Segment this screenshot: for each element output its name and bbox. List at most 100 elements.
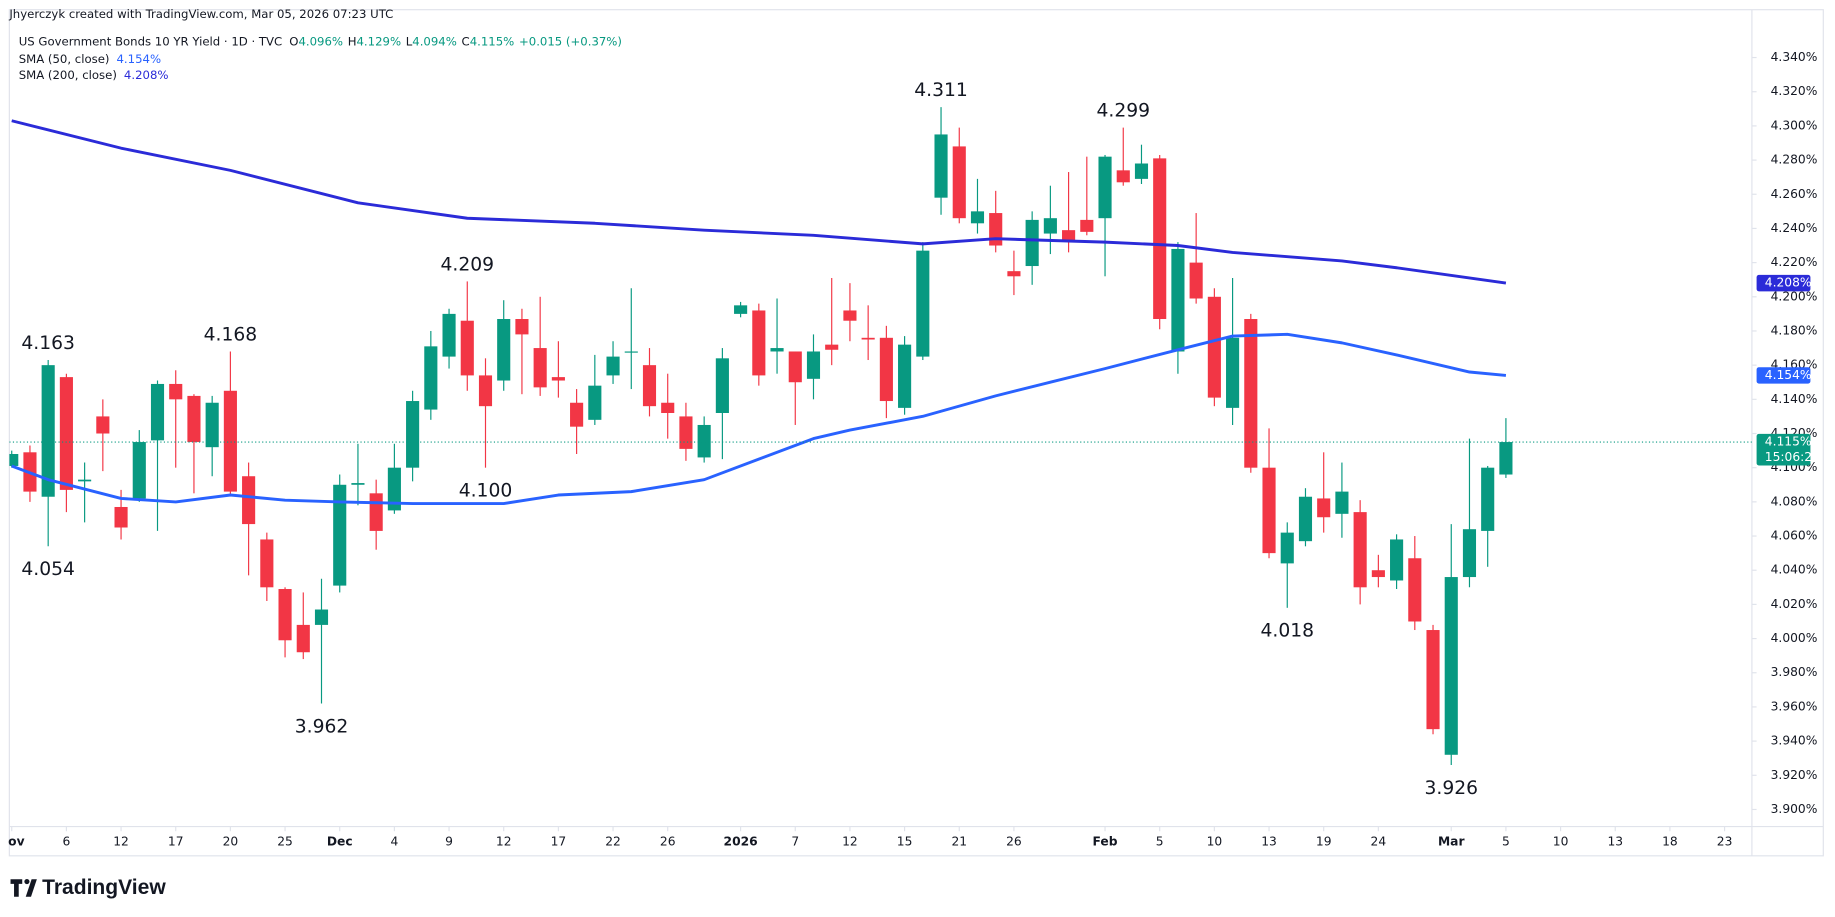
- change: +0.015 (+0.37%): [519, 34, 622, 48]
- y-tick-label: 3.980%: [1771, 665, 1818, 679]
- x-tick-label: 26: [1006, 834, 1022, 848]
- candle-body: [515, 319, 529, 335]
- candle-body: [296, 624, 310, 653]
- x-tick-label: 5: [1502, 834, 1510, 848]
- x-tick-label: 18: [1662, 834, 1678, 848]
- sma-line: [11, 332, 1507, 506]
- y-tick-label: 4.020%: [1771, 597, 1818, 611]
- price-annotation: 4.163: [21, 333, 75, 354]
- candle-body: [843, 310, 857, 321]
- candle-body: [1481, 467, 1495, 531]
- x-tick-label: 12: [496, 834, 512, 848]
- candle-body: [770, 348, 784, 352]
- y-tick-label: 3.960%: [1771, 699, 1818, 713]
- price-annotation: 4.168: [204, 325, 258, 346]
- symbol-title: US Government Bonds 10 YR Yield · 1D · T…: [19, 34, 283, 48]
- candle-body: [78, 479, 92, 482]
- price-annotation: 4.299: [1096, 101, 1150, 122]
- candle-body: [1499, 442, 1513, 475]
- candle-body: [1062, 230, 1076, 241]
- candle-body: [442, 313, 456, 357]
- candle-body: [169, 383, 183, 400]
- y-tick-label: 3.920%: [1771, 768, 1818, 782]
- candle-body: [879, 337, 893, 402]
- x-tick-label: 12: [842, 834, 858, 848]
- candle-body: [1025, 219, 1039, 267]
- logo-mark: [24, 878, 30, 885]
- ohlc-value: 4.096%: [298, 34, 343, 48]
- x-tick-label: 10: [1553, 834, 1569, 848]
- candle-body: [1335, 491, 1349, 514]
- x-tick-label: 6: [62, 834, 70, 848]
- candle-body: [460, 320, 474, 376]
- candle-body: [624, 351, 638, 353]
- sma-line: [11, 119, 1507, 285]
- candle-body: [351, 483, 365, 485]
- candle-body: [1244, 319, 1258, 468]
- x-tick-label: 7: [791, 834, 799, 848]
- x-tick-label: 17: [551, 834, 567, 848]
- candle-body: [1262, 467, 1276, 554]
- brand-name: TradingView: [42, 876, 166, 899]
- candle-body: [1207, 296, 1221, 398]
- candle-body: [952, 146, 966, 219]
- candle-body: [1226, 337, 1240, 408]
- candle-body: [150, 383, 165, 441]
- ohlc-key: C: [462, 34, 470, 48]
- candle-body: [533, 348, 547, 388]
- x-tick-label: 20: [223, 834, 239, 848]
- candle-body: [242, 476, 256, 525]
- y-tick-label: 4.260%: [1771, 187, 1818, 201]
- indicator-value: 4.154%: [116, 51, 161, 65]
- ohlc-value: 4.129%: [357, 34, 402, 48]
- candle-body: [478, 375, 493, 407]
- candle-body: [1462, 529, 1477, 578]
- countdown: 15:06:28: [1765, 450, 1820, 464]
- ohlc-value: 4.094%: [412, 34, 457, 48]
- candle-body: [1280, 532, 1294, 564]
- y-tick-label: 4.060%: [1771, 529, 1818, 543]
- candle-body: [205, 402, 219, 448]
- legend-main: US Government Bonds 10 YR Yield · 1D · T…: [19, 34, 622, 48]
- candle-body: [1098, 156, 1112, 219]
- candle-body: [278, 589, 292, 641]
- ohlc-key: L: [406, 34, 413, 48]
- legend-sma: SMA (50, close) 4.154%: [19, 51, 161, 65]
- y-tick-label: 4.000%: [1771, 631, 1818, 645]
- x-tick-label: 10: [1207, 834, 1223, 848]
- candle-body: [989, 213, 1003, 246]
- candle-body: [114, 506, 128, 528]
- y-tick-label: 4.340%: [1771, 50, 1818, 64]
- candle-body: [606, 356, 620, 376]
- price-tag-label: 4.115%: [1765, 435, 1812, 449]
- candle-body: [570, 402, 584, 427]
- candle-body: [1171, 248, 1185, 352]
- candle-body: [41, 365, 55, 497]
- price-annotation: 4.018: [1260, 621, 1314, 642]
- brand-logo: TradingView: [10, 876, 166, 899]
- candle-body: [934, 134, 948, 198]
- candle-body: [898, 344, 912, 408]
- x-tick-label: 21: [951, 834, 967, 848]
- candle-body: [132, 442, 146, 499]
- attribution: Jhyerczyk created with TradingView.com, …: [8, 7, 393, 21]
- y-tick-label: 4.180%: [1771, 323, 1818, 337]
- overlay: 3.900% 3.920% 3.940% 3.960% 3.980% 4.000% 4.02…: [8, 50, 1820, 848]
- candle-body: [551, 377, 565, 381]
- candle-body: [697, 424, 711, 458]
- candle-body: [1408, 558, 1422, 622]
- y-tick-label: 3.940%: [1771, 734, 1818, 748]
- x-tick-label: 13: [1261, 834, 1277, 848]
- x-tick-label: 5: [1156, 834, 1164, 848]
- y-tick-label: 4.200%: [1771, 289, 1818, 303]
- candle-body: [314, 609, 329, 625]
- candle-body: [1426, 630, 1440, 730]
- y-tick-label: 4.280%: [1771, 153, 1818, 167]
- x-tick-label: Dec: [327, 834, 353, 848]
- price-tag: [1756, 274, 1811, 292]
- candle-body: [96, 416, 110, 434]
- candle-body: [1189, 262, 1203, 299]
